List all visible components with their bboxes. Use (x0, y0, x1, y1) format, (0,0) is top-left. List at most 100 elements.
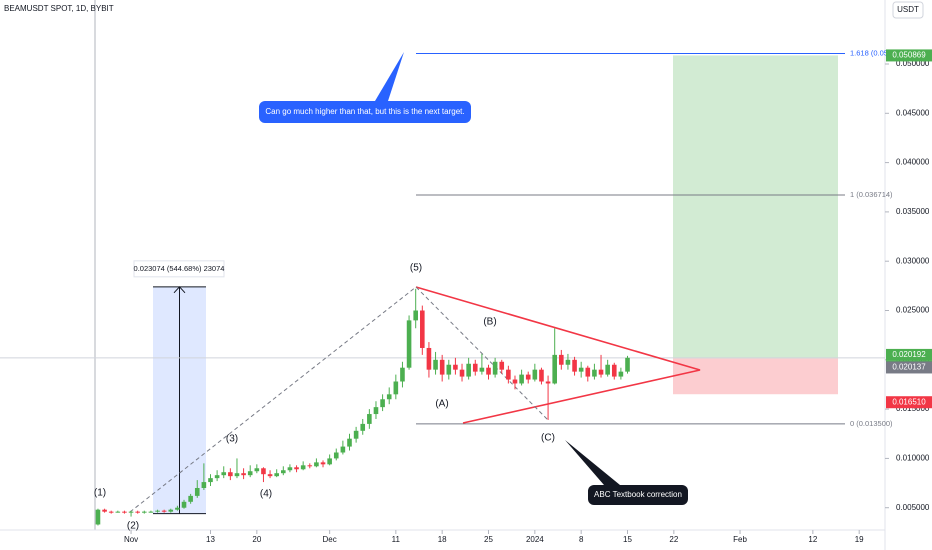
candle-body (433, 359, 438, 370)
candle-body (188, 495, 193, 502)
x-tick-label: 22 (669, 535, 678, 544)
candle-body (545, 381, 551, 384)
callout-text: ABC Textbook correction (594, 490, 682, 499)
candle-body (115, 511, 121, 513)
currency[interactable]: USDT (897, 5, 919, 14)
candle-body (360, 423, 366, 431)
candle-body (294, 467, 299, 470)
callout-text: Can go much higher than that, but this i… (265, 107, 464, 116)
candle-body (585, 367, 591, 377)
candle-body (353, 430, 359, 439)
wave-label: (4) (260, 489, 272, 500)
fib-label: 1 (0.036714) (850, 190, 893, 199)
candle-body (201, 482, 207, 488)
candle-body (168, 509, 174, 512)
candle-body (333, 452, 339, 459)
candle-body (406, 320, 412, 368)
measure-label-box (133, 260, 225, 278)
candle-body (241, 473, 246, 476)
price-tag-label: 0.050869 (892, 51, 926, 60)
currency-box[interactable] (892, 1, 924, 19)
candle-body (314, 462, 319, 467)
candle-body (618, 371, 624, 377)
candle-body (208, 478, 213, 483)
candle-body (539, 369, 544, 382)
candle-body (565, 359, 571, 365)
candle-body (122, 511, 127, 513)
x-tick-label: 12 (808, 535, 817, 544)
candle-body (261, 468, 266, 475)
candle-body (532, 369, 538, 380)
price-tag (886, 49, 932, 62)
y-tick-label: 0.045000 (896, 108, 930, 117)
candle-body (327, 458, 332, 465)
candle-body (625, 357, 630, 372)
wave-label: (3) (226, 434, 238, 445)
candle-body (254, 468, 260, 472)
price-tag (886, 348, 932, 361)
candle-body (95, 509, 101, 525)
candle-body (572, 359, 577, 372)
fib-label: 0 (0.013500) (850, 419, 893, 428)
candle-body (400, 367, 405, 382)
x-tick-label: 20 (252, 535, 261, 544)
candle-body (479, 367, 485, 372)
candle-body (466, 363, 471, 377)
triangle (415, 286, 701, 424)
candle-body (453, 364, 458, 370)
candle-body (340, 446, 346, 453)
wave-label: (1) (94, 488, 106, 499)
candle-body (592, 369, 597, 377)
candle-body (605, 364, 610, 375)
candle-body (519, 374, 524, 384)
wave-label: (C) (541, 433, 555, 444)
x-tick-label: 11 (392, 535, 401, 544)
wave-label: (2) (127, 521, 139, 532)
x-tick-label: Dec (323, 535, 337, 544)
candle-body (446, 364, 452, 375)
candle-body (578, 367, 584, 372)
x-tick-label: 18 (438, 535, 447, 544)
y-tick-label: 0.005000 (896, 503, 930, 512)
candle-body (367, 414, 372, 424)
candle-body (413, 310, 418, 321)
candle-body (181, 501, 187, 508)
candle-body (472, 363, 478, 372)
candle-body (380, 399, 385, 408)
candle-body (611, 364, 617, 377)
target-zone (673, 55, 838, 359)
y-tick-label: 0.035000 (896, 207, 930, 216)
candle-body (267, 474, 273, 477)
candle-body (307, 465, 313, 467)
fib-label: 1.618 (0.051060) (850, 49, 908, 58)
wave-label: (5) (410, 263, 422, 274)
candle-body (287, 467, 293, 471)
candle-body (161, 510, 167, 512)
candle-body (194, 487, 200, 496)
candle-body (373, 407, 379, 415)
candle-body (598, 369, 604, 375)
candle-body (274, 473, 279, 477)
callout-box (259, 101, 471, 123)
candle-body (102, 509, 107, 512)
callout-pointer (565, 440, 620, 485)
callout-pointer (375, 52, 404, 101)
x-tick-label: Feb (733, 535, 747, 544)
candle-body (525, 374, 531, 380)
candle-body (142, 511, 147, 513)
candle-body (228, 472, 233, 477)
candle-body (459, 369, 465, 377)
candle-body (108, 511, 114, 513)
candle-body (486, 367, 491, 375)
y-tick-label: 0.010000 (896, 454, 930, 463)
candle-body (135, 511, 140, 513)
x-tick-label: 19 (855, 535, 864, 544)
candle-body (499, 361, 505, 370)
stop-zone (673, 358, 838, 395)
candle-body (214, 475, 220, 479)
x-tick-label: 13 (206, 535, 215, 544)
x-tick-label: 15 (623, 535, 632, 544)
candle-body (175, 507, 180, 510)
price-tag (886, 361, 932, 374)
